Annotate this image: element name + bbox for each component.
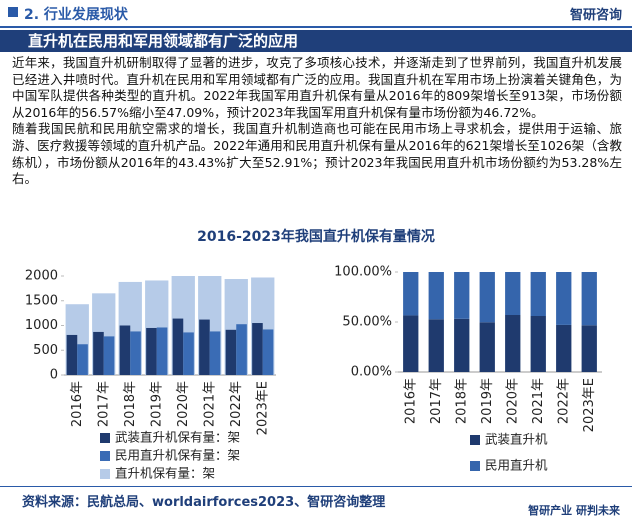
bar bbox=[130, 331, 141, 375]
x-tick-label: 2023年E bbox=[255, 381, 270, 435]
x-tick-label: 2019年 bbox=[480, 378, 495, 424]
bar bbox=[262, 329, 274, 375]
y-tick-label: 1500 bbox=[25, 293, 58, 308]
footer-line bbox=[0, 486, 632, 487]
bar-segment bbox=[479, 322, 495, 372]
bar bbox=[225, 329, 237, 375]
figure-title: 2016-2023年我国直升机保有量情况 bbox=[197, 228, 435, 245]
paragraph: 随着我国民航和民用航空需求的增长，我国直升机制造商也可能在民用市场上寻求机会，提… bbox=[12, 121, 622, 187]
bar-segment bbox=[530, 272, 546, 316]
y-tick-label: 500 bbox=[33, 343, 58, 358]
charts: 2016-2023年我国直升机保有量情况 0 500 1000 1500 2000 201… bbox=[25, 228, 602, 481]
section-title: 2. 行业发展现状 bbox=[24, 7, 128, 23]
bar-segment bbox=[530, 316, 546, 372]
legend-swatch bbox=[470, 461, 480, 471]
legend-swatch bbox=[100, 469, 110, 479]
x-tick-label: 2021年 bbox=[202, 381, 217, 427]
paragraph: 近年来，我国直升机研制取得了显著的进步，攻克了多项核心技术，并逐渐走到了世界前列… bbox=[12, 55, 622, 120]
bar bbox=[146, 327, 157, 375]
bar bbox=[103, 336, 115, 375]
bar bbox=[119, 325, 131, 375]
bar bbox=[252, 323, 263, 375]
bar-segment bbox=[479, 272, 495, 323]
bar bbox=[93, 331, 104, 375]
legend-label: 民用直升机保有量：架 bbox=[115, 448, 240, 463]
bar-segment bbox=[428, 272, 444, 320]
y-tick-label: 0.00% bbox=[351, 365, 392, 380]
y-tick-label: 100.00% bbox=[334, 265, 392, 280]
x-tick-label: 2022年 bbox=[229, 381, 244, 427]
bar-segment bbox=[403, 315, 419, 372]
bar bbox=[77, 344, 88, 375]
x-tick-label: 2020年 bbox=[176, 381, 191, 427]
y-tick-label: 50.00% bbox=[342, 315, 392, 330]
bar bbox=[156, 327, 168, 375]
legend-swatch bbox=[100, 433, 110, 443]
x-tick-label: 2021年 bbox=[531, 378, 546, 424]
bar bbox=[209, 331, 221, 375]
x-tick-label: 2018年 bbox=[454, 378, 469, 424]
bar-segment bbox=[403, 272, 419, 316]
x-tick-label: 2019年 bbox=[149, 381, 164, 427]
bar bbox=[183, 332, 194, 375]
legend-label: 武装直升机 bbox=[485, 432, 548, 447]
legend-swatch bbox=[100, 451, 110, 461]
bar-segment bbox=[581, 325, 597, 372]
x-tick-label: 2018年 bbox=[123, 381, 138, 427]
legend-label: 武装直升机保有量：架 bbox=[115, 430, 240, 445]
source: 资料来源：民航总局、worldairforces2023、智研咨询整理 bbox=[22, 495, 386, 510]
section-icon bbox=[8, 7, 18, 17]
bar-segment bbox=[556, 324, 572, 372]
bar-segment bbox=[454, 318, 470, 372]
slogan: 智研产业 研判未来 bbox=[528, 504, 620, 517]
x-tick-label: 2017年 bbox=[429, 378, 444, 424]
x-tick-label: 2016年 bbox=[70, 381, 85, 427]
body-text: 近年来，我国直升机研制取得了显著的进步，攻克了多项核心技术，并逐渐走到了世界前列… bbox=[12, 55, 622, 188]
x-tick-label: 2020年 bbox=[505, 378, 520, 424]
legend-label: 直升机保有量：架 bbox=[115, 466, 215, 481]
legend-swatch bbox=[470, 435, 480, 445]
y-tick-label: 2000 bbox=[25, 269, 58, 284]
bar-segment bbox=[454, 272, 470, 319]
x-tick-label: 2017年 bbox=[96, 381, 111, 427]
y-tick-label: 1000 bbox=[25, 318, 58, 333]
banner: 直升机在民用和军用领域都有广泛的应用 bbox=[0, 30, 632, 52]
x-tick-label: 2016年 bbox=[403, 378, 418, 424]
bar-segment bbox=[556, 272, 572, 325]
bar-segment bbox=[581, 272, 597, 326]
bar bbox=[66, 334, 78, 375]
bar bbox=[172, 318, 184, 375]
bar-segment bbox=[505, 315, 521, 372]
bar-segment bbox=[428, 319, 444, 372]
header: 2. 行业发展现状 智研咨询 bbox=[0, 0, 632, 28]
legend-label: 民用直升机 bbox=[485, 458, 548, 473]
x-tick-label: 2023年E bbox=[582, 378, 597, 432]
y-tick-label: 0 bbox=[50, 368, 58, 383]
bar-segment bbox=[505, 272, 521, 315]
x-tick-label: 2022年 bbox=[556, 378, 571, 424]
bar bbox=[236, 324, 247, 375]
logo: 智研咨询 bbox=[569, 8, 622, 23]
bar bbox=[199, 319, 210, 375]
